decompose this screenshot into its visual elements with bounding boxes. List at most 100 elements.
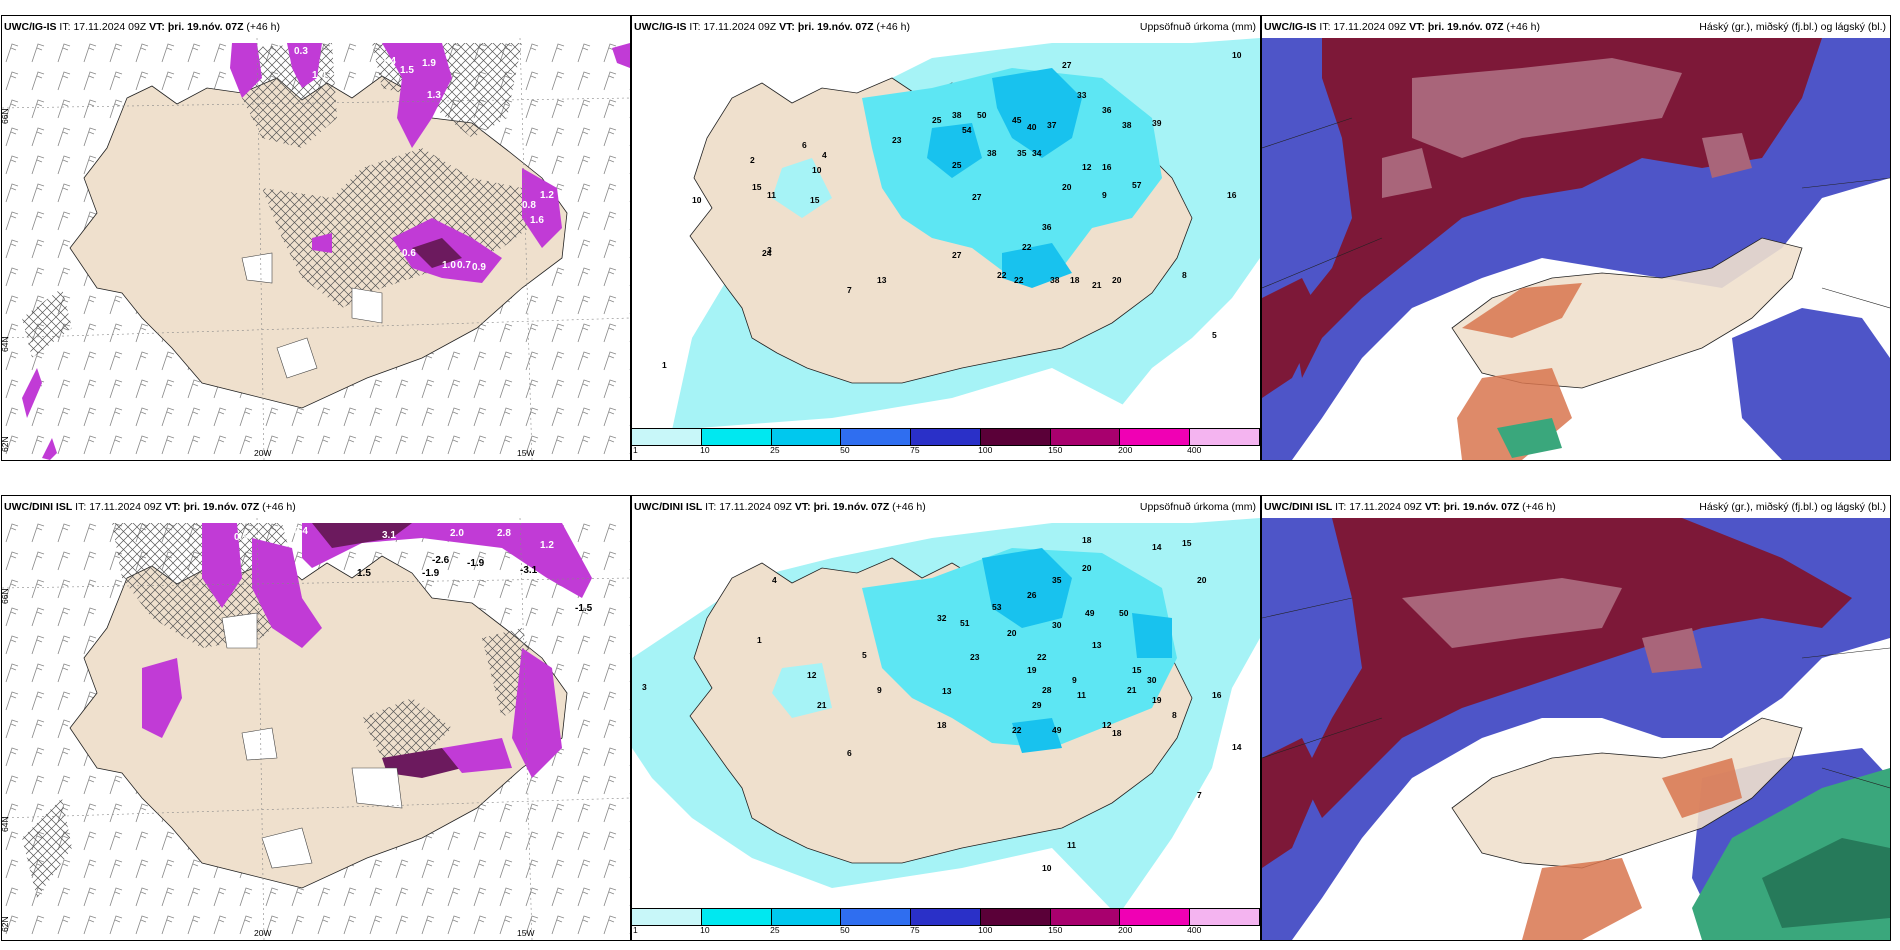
snow-area-purple bbox=[42, 438, 57, 460]
lon-label: 15W bbox=[517, 448, 534, 458]
precip-value: 35 bbox=[1052, 575, 1062, 585]
legend-cell bbox=[1050, 909, 1121, 925]
precip-value: 25 bbox=[932, 115, 942, 125]
precip-area-high bbox=[1132, 613, 1172, 658]
precip-value: 20 bbox=[1007, 628, 1017, 638]
cloud-cover-map bbox=[1262, 38, 1890, 460]
precip-value: 10 bbox=[812, 165, 822, 175]
precip-value: 37 bbox=[1047, 120, 1057, 130]
temp-label: 1.5 bbox=[357, 568, 371, 579]
temp-label: -1.5 bbox=[575, 603, 593, 614]
temp-label: 1.2 bbox=[540, 190, 554, 201]
graticule bbox=[1262, 597, 1890, 789]
precip-area-light bbox=[772, 158, 832, 218]
precip-value: 12 bbox=[1082, 162, 1092, 172]
temp-label: -1.9 bbox=[467, 558, 485, 569]
lon-label: 20W bbox=[254, 448, 271, 458]
cloud-green bbox=[1497, 418, 1562, 458]
precip-value: 22 bbox=[997, 270, 1007, 280]
ice-area-white bbox=[351, 287, 383, 324]
legend-tick: 150 bbox=[1048, 445, 1063, 455]
snow-area-purple bbox=[312, 233, 332, 253]
it-value: 17.11.2024 09Z bbox=[89, 501, 162, 513]
lead-time: (+46 h) bbox=[892, 501, 926, 513]
temp-label: 1.4 bbox=[382, 56, 396, 67]
precip-value: 10 bbox=[692, 195, 702, 205]
temp-label: 1.5 bbox=[400, 65, 414, 76]
legend-cell bbox=[632, 429, 702, 445]
panel-header: UWC/DINI ISL IT: 17.11.2024 09Z VT: þri.… bbox=[1262, 496, 1890, 518]
it-label: IT: bbox=[689, 21, 701, 33]
snow-area-purple bbox=[612, 43, 630, 68]
panel-header: UWC/IG-IS IT: 17.11.2024 09Z VT: þri. 19… bbox=[1262, 16, 1890, 38]
precip-value: 18 bbox=[1070, 275, 1080, 285]
snow-area-purple bbox=[312, 523, 412, 548]
precip-value: 18 bbox=[937, 720, 947, 730]
temp-label: 0.4 bbox=[294, 526, 308, 537]
snow-area-purple bbox=[382, 43, 452, 148]
legend-tick: 75 bbox=[910, 925, 920, 935]
temperature-labels: 0.4 0.5 2.8 2.0 3.1 1.5 -1.9 -2.6 -1.9 -… bbox=[234, 526, 593, 614]
map-title: Háský (gr.), miðský (fj.bl.) og lágský (… bbox=[1699, 501, 1886, 513]
precip-value: 20 bbox=[1062, 182, 1072, 192]
it-label: IT: bbox=[1335, 501, 1347, 513]
ice-area-white bbox=[351, 767, 403, 809]
model-name: UWC/IG-IS bbox=[1264, 21, 1317, 33]
cloud-high bbox=[1262, 278, 1322, 398]
legend-tick: 25 bbox=[770, 445, 780, 455]
precip-value: 10 bbox=[1232, 50, 1242, 60]
precip-value: 21 bbox=[817, 700, 827, 710]
legend-cell bbox=[1190, 909, 1260, 925]
temp-label: 2.0 bbox=[450, 528, 464, 539]
graticule bbox=[1262, 117, 1890, 309]
temp-label: 0.6 bbox=[402, 248, 416, 259]
temp-label: 1.3 bbox=[427, 90, 441, 101]
vt-label: VT: bbox=[779, 21, 795, 33]
precip-value: 29 bbox=[1032, 700, 1042, 710]
legend-tick: 400 bbox=[1187, 445, 1202, 455]
precip-value: 16 bbox=[1102, 162, 1112, 172]
it-value: 17.11.2024 09Z bbox=[719, 501, 792, 513]
precip-value: 45 bbox=[1012, 115, 1022, 125]
ice-area-white bbox=[221, 612, 258, 649]
temp-label: 0.7 bbox=[457, 260, 471, 271]
snow-area-purple bbox=[382, 748, 462, 778]
precip-value: 11 bbox=[1067, 840, 1076, 850]
precip-value: 40 bbox=[1027, 122, 1037, 132]
vt-label: VT: bbox=[1409, 21, 1425, 33]
precip-area-mid bbox=[862, 548, 1177, 748]
precip-value: 15 bbox=[810, 195, 820, 205]
panel-bottom-middle: UWC/DINI ISL IT: 17.11.2024 09Z VT: þri.… bbox=[631, 495, 1261, 941]
precipitation-map: 27 23 33 36 38 25 38 54 50 45 40 37 39 2… bbox=[632, 38, 1260, 430]
lat-label: 66N bbox=[2, 588, 10, 604]
precip-value: 1 bbox=[662, 360, 667, 370]
vt-label: VT: bbox=[794, 501, 811, 513]
temp-label: 1.0 bbox=[312, 70, 326, 81]
precip-value: 8 bbox=[1172, 710, 1177, 720]
temp-label: 0.8 bbox=[522, 200, 536, 211]
precip-value: 5 bbox=[1212, 330, 1217, 340]
legend-tick: 100 bbox=[978, 925, 993, 935]
lat-label: 64N bbox=[2, 816, 10, 832]
snow-area-purple bbox=[522, 168, 562, 248]
cloud-high bbox=[1302, 518, 1852, 818]
vt-value: þri. 19.nóv. 07Z bbox=[797, 21, 874, 33]
panel-bottom-left: UWC/DINI ISL IT: 17.11.2024 09Z VT: þri.… bbox=[1, 495, 631, 941]
it-value: 17.11.2024 09Z bbox=[703, 21, 777, 33]
legend-cell bbox=[841, 909, 912, 925]
lead-time: (+46 h) bbox=[262, 501, 296, 513]
precip-value: 16 bbox=[1227, 190, 1237, 200]
legend-tick: 1 bbox=[633, 925, 638, 935]
lead-time: (+46 h) bbox=[246, 21, 280, 33]
precip-value: 38 bbox=[952, 110, 962, 120]
temp-label: 1.0 bbox=[442, 260, 456, 271]
vt-value: þri. 19.nóv. 07Z bbox=[813, 501, 890, 513]
precip-value: 49 bbox=[1052, 725, 1062, 735]
temperature-wind-map: 0.3 1.0 1.5 1.9 1.3 1.4 0.8 0.6 1.0 0.7 … bbox=[2, 38, 630, 460]
legend-cell bbox=[1190, 429, 1260, 445]
axis-labels: 66N 64N 62N 20W 15W bbox=[2, 588, 534, 938]
legend-tick: 200 bbox=[1118, 445, 1133, 455]
it-label: IT: bbox=[59, 21, 71, 33]
ice-area-white bbox=[261, 827, 313, 869]
precip-value: 38 bbox=[987, 148, 997, 158]
